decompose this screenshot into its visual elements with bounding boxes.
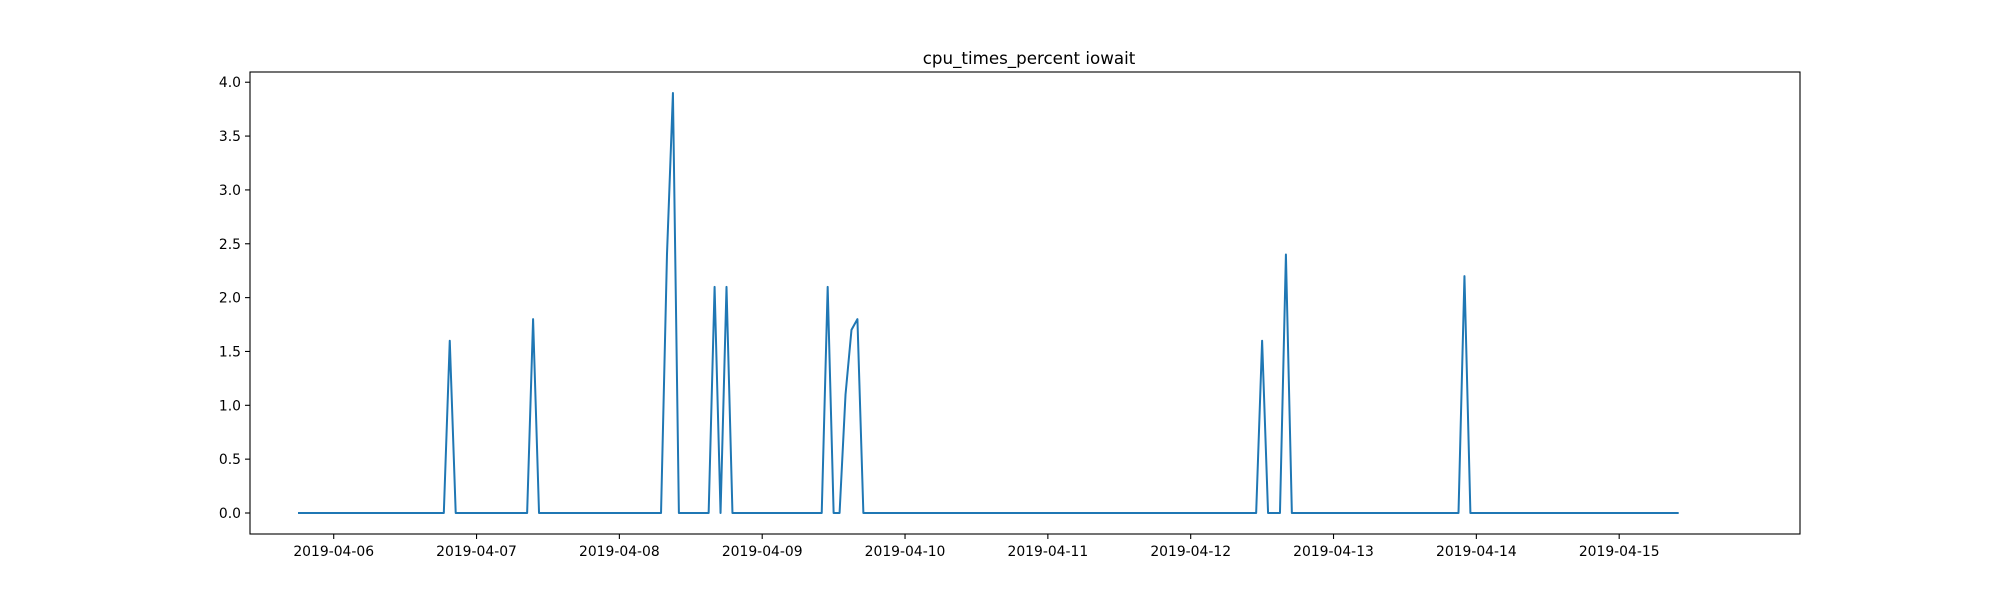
- chart-title: cpu_times_percent iowait: [923, 48, 1136, 69]
- x-axis: 2019-04-06 2019-04-07 2019-04-08 2019-04-09…: [293, 534, 1660, 560]
- x-tick-label: 2019-04-06: [293, 544, 374, 560]
- y-tick-label: 0.5: [219, 452, 241, 468]
- x-tick-label: 2019-04-14: [1436, 544, 1517, 560]
- plot-area: 2019-04-06 2019-04-07 2019-04-08 2019-04-09…: [219, 71, 1801, 560]
- x-tick-label: 2019-04-10: [865, 544, 946, 560]
- y-axis: 0.0 0.5 1.0 1.5 2.0 2.5 3.0 3.5 4.0: [219, 75, 250, 522]
- x-tick-label: 2019-04-13: [1293, 544, 1374, 560]
- y-tick-label: 2.0: [219, 291, 241, 307]
- series-layer: [298, 92, 1679, 514]
- x-tick-label: 2019-04-15: [1579, 544, 1660, 560]
- y-tick-label: 3.5: [219, 129, 241, 145]
- x-tick-label: 2019-04-11: [1007, 544, 1088, 560]
- y-tick-label: 3.0: [219, 183, 241, 199]
- x-tick-label: 2019-04-12: [1150, 544, 1231, 560]
- y-tick-label: 2.5: [219, 237, 241, 253]
- y-tick-label: 4.0: [219, 75, 241, 91]
- axes-frame: [249, 71, 1801, 535]
- y-tick-label: 0.0: [219, 506, 241, 522]
- x-tick-label: 2019-04-08: [579, 544, 660, 560]
- x-tick-label: 2019-04-07: [436, 544, 517, 560]
- y-tick-label: 1.0: [219, 398, 241, 414]
- x-tick-label: 2019-04-09: [722, 544, 803, 560]
- series-line: [298, 92, 1679, 514]
- y-tick-label: 1.5: [219, 344, 241, 360]
